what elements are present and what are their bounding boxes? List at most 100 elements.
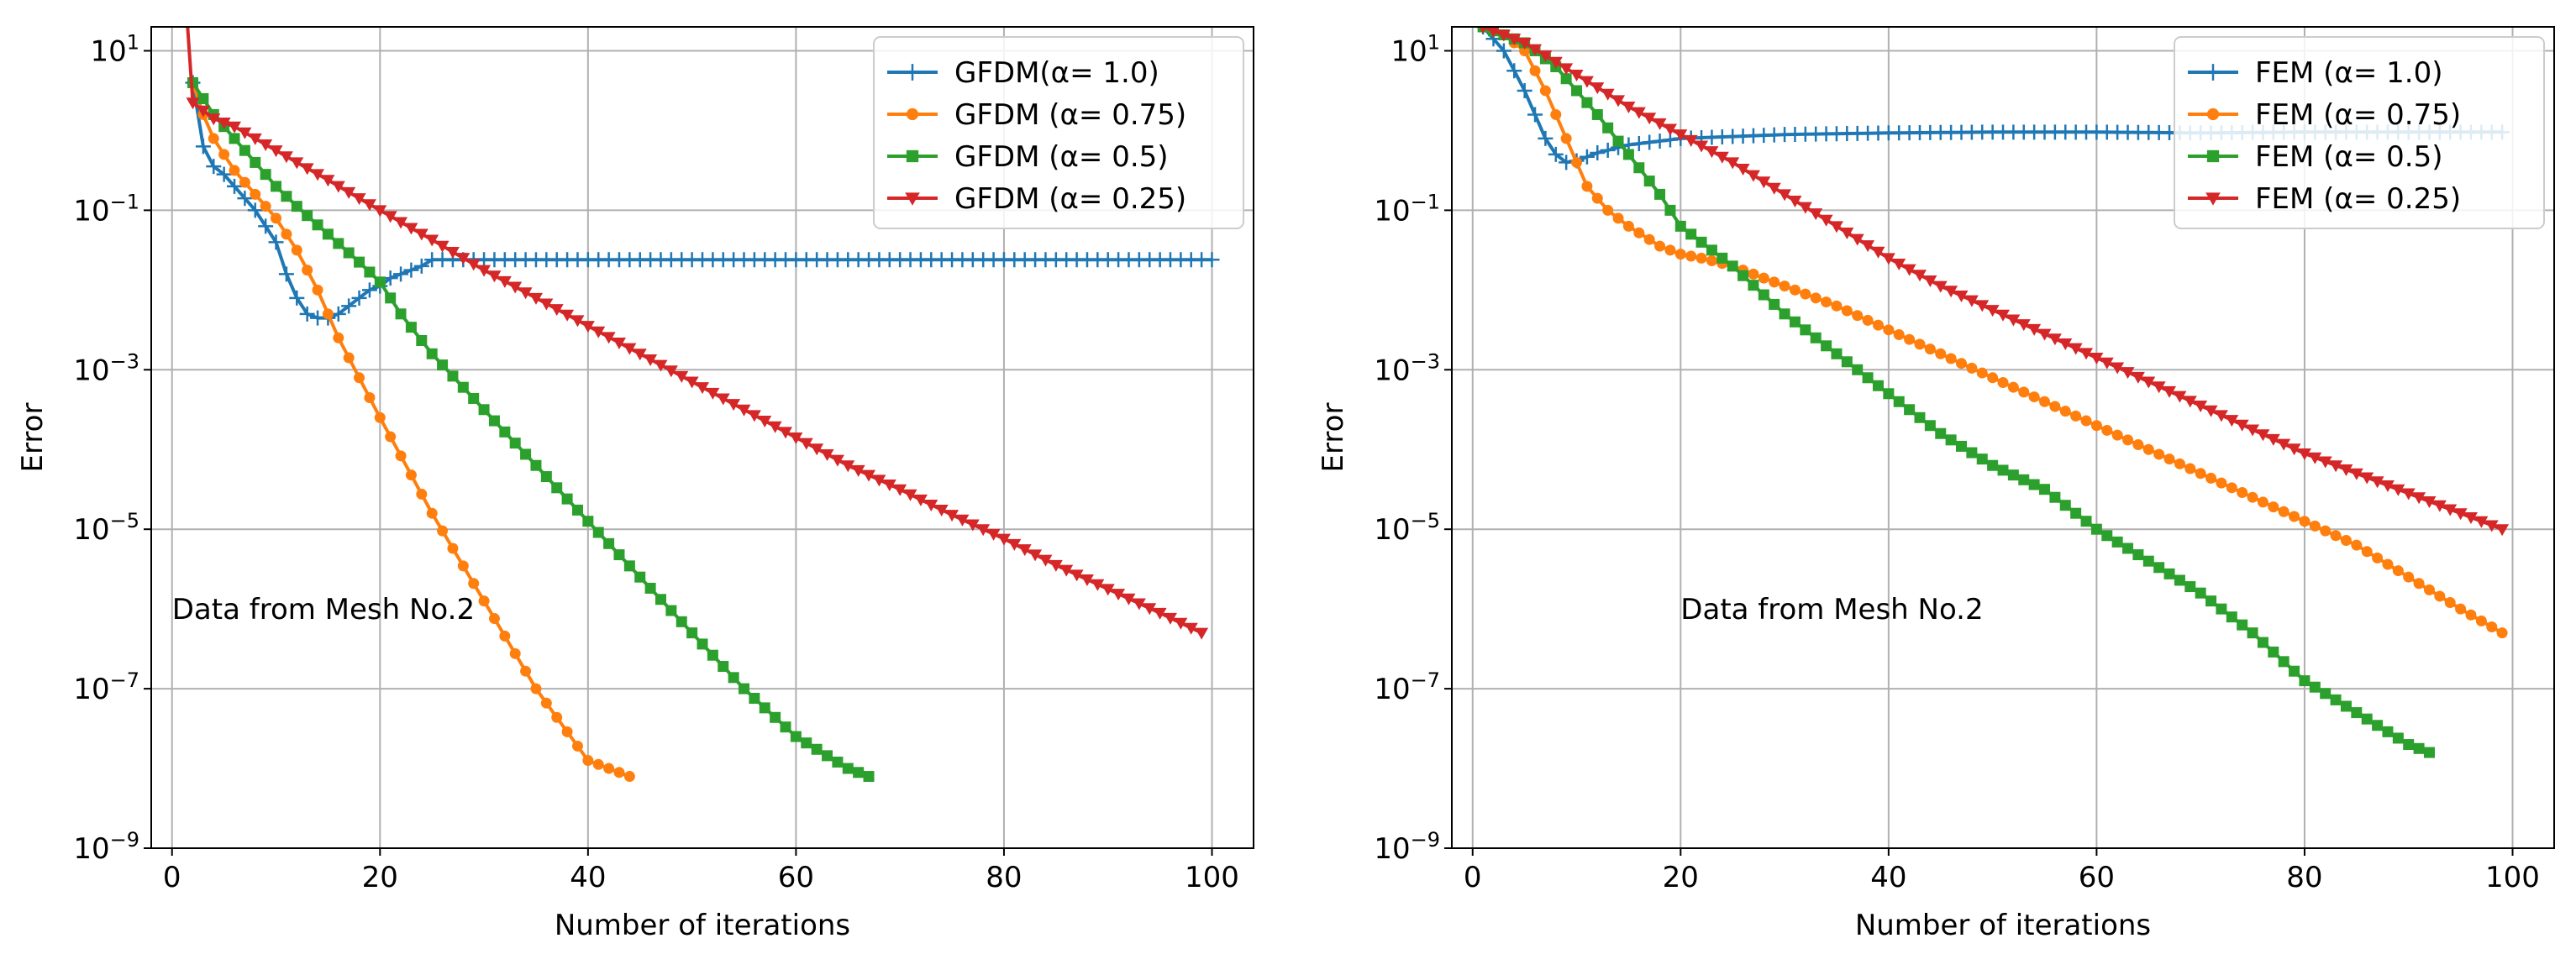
data-point-marker	[333, 238, 344, 249]
data-point-marker	[1153, 607, 1167, 620]
data-point-marker	[1706, 255, 1717, 267]
data-point-marker	[1852, 310, 1864, 322]
data-point-marker	[1204, 252, 1220, 268]
data-point-marker	[1132, 598, 1146, 611]
data-point-marker	[1695, 236, 1707, 248]
data-point-marker	[488, 415, 500, 427]
data-point-marker	[260, 201, 271, 212]
data-point-marker	[1987, 372, 1999, 384]
data-point-marker	[1622, 149, 1634, 160]
data-point-marker	[749, 692, 760, 704]
left-y-ticks: 101 10−1 10−3 10−5 10−7 10−9	[73, 30, 151, 866]
data-point-marker	[1904, 404, 1916, 416]
data-point-marker	[488, 613, 500, 625]
data-point-marker	[1976, 367, 1988, 379]
data-point-marker	[1924, 343, 1936, 355]
series-circle	[1477, 27, 2508, 639]
data-point-marker	[1841, 356, 1853, 368]
data-point-marker	[2380, 480, 2395, 492]
data-point-marker	[1987, 459, 1999, 471]
data-point-marker	[2163, 453, 2175, 465]
data-point-marker	[1883, 324, 1895, 336]
x-tick-label: 20	[362, 861, 398, 894]
data-point-marker	[707, 649, 718, 661]
data-point-marker	[1727, 260, 1738, 272]
data-point-marker	[2153, 448, 2165, 460]
data-point-marker	[2111, 362, 2125, 375]
data-point-marker	[2465, 609, 2477, 621]
legend-label: GFDM(α= 1.0)	[954, 56, 1159, 90]
data-point-marker	[2206, 149, 2220, 163]
data-point-marker	[289, 290, 305, 306]
data-point-marker	[393, 266, 409, 282]
data-point-marker	[2142, 555, 2154, 567]
data-point-marker	[1829, 221, 1843, 233]
data-point-marker	[913, 494, 928, 506]
data-point-marker	[530, 459, 542, 471]
data-point-marker	[1631, 136, 1647, 152]
data-point-marker	[716, 393, 730, 406]
data-point-marker	[1663, 123, 1677, 136]
data-point-marker	[1706, 244, 1717, 256]
data-point-marker	[1059, 564, 1074, 577]
data-point-marker	[2205, 595, 2217, 607]
data-point-marker	[1779, 308, 1790, 320]
data-point-marker	[2423, 747, 2435, 758]
data-point-marker	[592, 527, 604, 538]
right-annotation: Data from Mesh No.2	[1680, 593, 1983, 626]
left-series-lines	[185, 27, 1220, 783]
data-point-marker	[333, 332, 344, 343]
data-point-marker	[477, 265, 492, 277]
data-point-marker	[623, 343, 637, 355]
data-point-marker	[2090, 420, 2102, 432]
data-point-marker	[2289, 665, 2300, 677]
data-point-marker	[904, 64, 921, 81]
data-point-marker	[299, 306, 315, 322]
data-point-marker	[1975, 300, 1990, 312]
data-point-marker	[613, 767, 625, 778]
data-point-marker	[540, 471, 552, 483]
data-point-marker	[1601, 88, 1615, 101]
data-point-marker	[2340, 700, 2352, 712]
legend-item: GFDM (α= 0.75)	[887, 98, 1186, 132]
data-point-marker	[696, 382, 709, 395]
data-point-marker	[882, 480, 896, 492]
data-point-marker	[437, 359, 449, 371]
data-point-marker	[197, 92, 209, 104]
data-point-marker	[426, 507, 438, 519]
data-point-marker	[810, 443, 824, 456]
data-point-marker	[549, 304, 564, 317]
data-point-marker	[1101, 584, 1115, 596]
data-point-marker	[1809, 208, 1823, 221]
data-point-marker	[2308, 452, 2322, 464]
data-point-marker	[237, 191, 253, 207]
data-point-marker	[644, 354, 658, 366]
data-point-marker	[1831, 300, 1843, 312]
data-point-marker	[1789, 316, 1801, 328]
data-point-marker	[2475, 615, 2487, 626]
data-point-marker	[2423, 584, 2435, 595]
data-point-marker	[2122, 434, 2134, 446]
data-point-marker	[924, 499, 938, 511]
data-point-marker	[447, 370, 459, 382]
data-point-marker	[311, 169, 325, 181]
data-point-marker	[2360, 472, 2374, 485]
data-point-marker	[581, 321, 595, 333]
data-point-marker	[354, 372, 365, 384]
data-point-marker	[2079, 348, 2094, 360]
data-point-marker	[2330, 694, 2342, 705]
data-point-marker	[186, 97, 200, 110]
data-point-marker	[1007, 538, 1022, 551]
data-point-marker	[1737, 270, 1749, 281]
data-point-marker	[1632, 107, 1646, 119]
data-point-marker	[2070, 410, 2082, 422]
data-point-marker	[1070, 569, 1084, 582]
data-point-marker	[2206, 107, 2220, 121]
data-point-marker	[1800, 288, 1811, 300]
data-point-marker	[2111, 536, 2123, 548]
data-point-marker	[248, 133, 262, 145]
legend-label: GFDM (α= 0.75)	[954, 98, 1186, 132]
data-point-marker	[259, 139, 273, 152]
data-point-marker	[457, 560, 469, 572]
data-point-marker	[509, 647, 521, 659]
